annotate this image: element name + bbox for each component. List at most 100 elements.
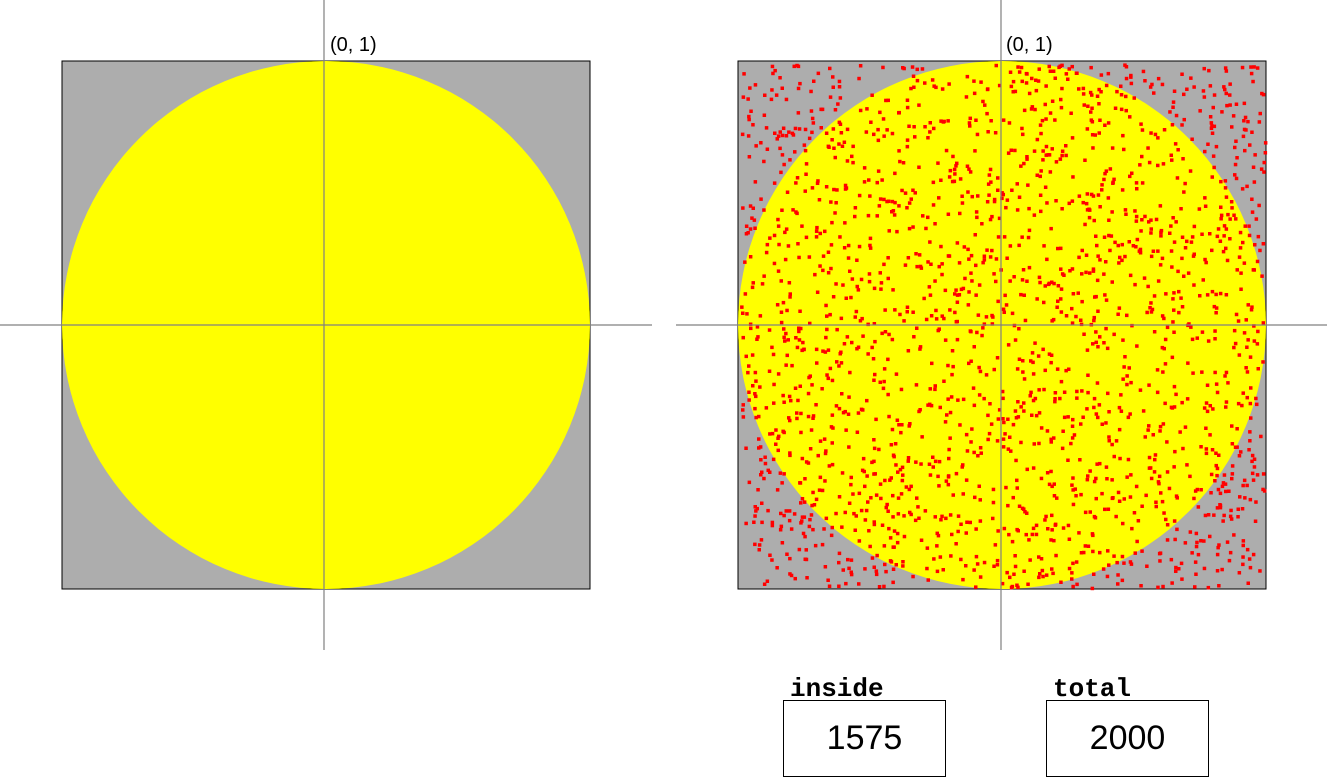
sample-point: [1107, 435, 1111, 439]
sample-point: [779, 524, 784, 529]
sample-point: [1093, 133, 1097, 137]
sample-point: [794, 336, 798, 340]
sample-point: [856, 411, 861, 415]
sample-point: [1225, 258, 1230, 263]
sample-point: [1142, 276, 1147, 280]
sample-point: [826, 144, 831, 149]
sample-point: [1250, 305, 1254, 309]
sample-point: [1154, 504, 1158, 509]
sample-point: [829, 243, 834, 247]
sample-point: [1180, 305, 1185, 309]
sample-point: [1154, 500, 1158, 504]
sample-point: [1256, 329, 1260, 334]
sample-point: [1153, 132, 1158, 137]
sample-point: [1096, 254, 1100, 258]
sample-point: [1006, 503, 1010, 508]
sample-point: [1143, 214, 1147, 219]
sample-point: [1186, 271, 1191, 275]
sample-point: [886, 276, 890, 281]
sample-point: [849, 570, 853, 574]
sample-point: [1136, 519, 1141, 523]
sample-point: [1241, 240, 1245, 245]
sample-point: [1092, 572, 1096, 576]
sample-point: [972, 568, 976, 572]
sample-point: [874, 417, 878, 422]
sample-point: [925, 546, 930, 550]
sample-point: [1251, 79, 1255, 84]
sample-point: [878, 197, 883, 201]
sample-point: [1053, 397, 1057, 401]
sample-point: [1130, 171, 1134, 175]
sample-point: [954, 542, 958, 546]
sample-point: [915, 496, 919, 500]
sample-point: [1107, 439, 1111, 443]
sample-point: [1064, 72, 1069, 76]
sample-point: [1053, 523, 1058, 527]
sample-point: [1151, 433, 1155, 437]
sample-point: [1037, 575, 1041, 580]
sample-point: [1148, 466, 1153, 470]
sample-point: [915, 264, 919, 269]
sample-point: [1075, 396, 1079, 400]
sample-point: [974, 554, 979, 559]
sample-point: [876, 127, 880, 132]
sample-point: [1050, 319, 1054, 323]
sample-point: [825, 373, 829, 377]
sample-point: [803, 557, 807, 561]
sample-point: [910, 65, 915, 69]
sample-point: [1176, 148, 1180, 152]
sample-point: [834, 201, 838, 205]
sample-point: [970, 427, 974, 431]
sample-point: [1091, 146, 1095, 150]
sample-point: [922, 296, 926, 301]
sample-point: [1047, 352, 1052, 356]
sample-point: [1217, 584, 1221, 588]
sample-point: [864, 508, 869, 513]
sample-point: [1249, 65, 1253, 69]
sample-point: [1128, 273, 1133, 278]
sample-point: [1168, 231, 1172, 235]
sample-point: [848, 269, 852, 273]
sample-point: [973, 233, 977, 237]
sample-point: [895, 540, 900, 545]
sample-point: [1021, 132, 1025, 137]
sample-point: [771, 71, 775, 76]
sample-point: [1214, 451, 1218, 455]
sample-point: [1182, 92, 1186, 97]
sample-point: [865, 474, 869, 478]
sample-point: [905, 105, 910, 110]
sample-point: [1180, 400, 1184, 405]
sample-point: [1225, 540, 1230, 544]
sample-point: [1106, 121, 1111, 125]
sample-point: [755, 325, 760, 329]
sample-point: [1110, 478, 1114, 482]
sample-point: [1221, 519, 1225, 523]
sample-point: [1191, 254, 1196, 258]
sample-point: [1074, 560, 1079, 564]
sample-point: [1241, 555, 1245, 559]
sample-point: [748, 204, 753, 208]
sample-point: [1077, 255, 1081, 260]
sample-point: [839, 131, 844, 135]
sample-point: [844, 581, 848, 586]
sample-point: [785, 353, 789, 358]
sample-point: [988, 167, 993, 172]
sample-point: [782, 162, 786, 167]
sample-point: [937, 484, 941, 488]
sample-point: [1097, 87, 1101, 92]
sample-point: [1010, 539, 1015, 544]
sample-point: [883, 330, 888, 334]
sample-point: [793, 386, 798, 390]
sample-point: [787, 509, 792, 513]
sample-point: [994, 63, 998, 68]
sample-point: [1088, 208, 1092, 212]
sample-point: [1209, 126, 1214, 130]
sample-point: [1045, 471, 1050, 475]
sample-point: [1046, 282, 1051, 287]
sample-point: [806, 391, 811, 396]
sample-point: [847, 501, 852, 505]
sample-point: [878, 110, 882, 115]
sample-point: [1007, 532, 1011, 537]
sample-point: [789, 398, 793, 403]
sample-point: [1245, 345, 1249, 349]
